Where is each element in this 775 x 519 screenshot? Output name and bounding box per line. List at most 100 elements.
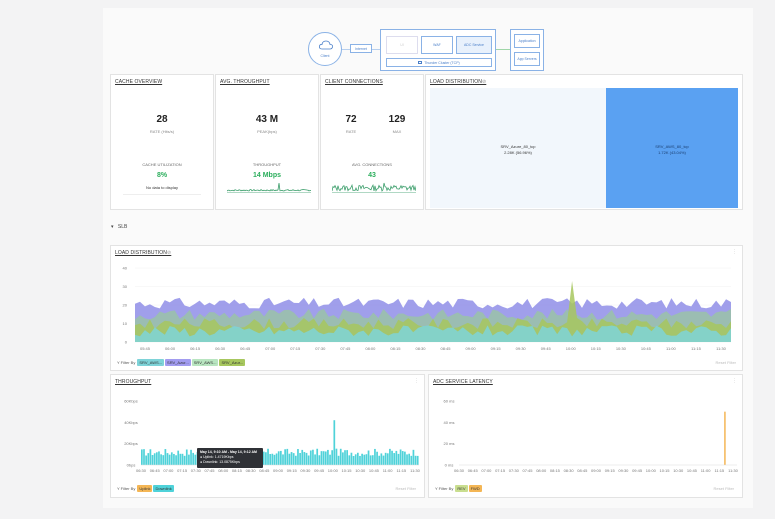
y-tick-label: 30 xyxy=(123,284,128,289)
bar xyxy=(143,449,145,465)
load-chart-card: LOAD DISTRIBUTION⊘ ⋮ 0 10 20 30 40 05:45 06:00… xyxy=(110,245,743,371)
bar xyxy=(271,453,274,465)
y-tick-label: 60 ms xyxy=(444,399,455,404)
x-tick-label: 07:30 xyxy=(315,346,326,351)
bar xyxy=(724,411,726,465)
cache-rate-value: 28 xyxy=(156,114,168,125)
load-chart-title[interactable]: LOAD DISTRIBUTION⊘ xyxy=(115,250,172,256)
waf-node[interactable]: WAF xyxy=(421,36,453,54)
bar xyxy=(382,455,385,465)
client-node[interactable]: Client xyxy=(308,32,342,66)
dashboard: Client Internet UI WAF ADC Service Thund… xyxy=(103,8,753,508)
bar xyxy=(286,448,289,465)
conn-rate-value: 72 xyxy=(345,114,357,125)
bar xyxy=(294,455,297,465)
y-tick-label: 40Kbps xyxy=(124,420,138,425)
bar xyxy=(350,452,353,465)
bar xyxy=(339,448,342,465)
bar xyxy=(288,453,291,465)
more-icon[interactable]: ⋮ xyxy=(732,378,737,384)
cache-overview-card: CACHE OVERVIEW 28 RATE (Hits/s) CACHE UT… xyxy=(110,74,214,210)
adc-service-node[interactable]: ADC Service xyxy=(456,36,492,54)
avg-throughput-title[interactable]: AVG. THROUGHPUT xyxy=(220,79,270,85)
filter-chip-2[interactable]: SRV_Azur... xyxy=(165,359,191,366)
bar xyxy=(359,455,361,465)
bar xyxy=(316,448,319,465)
load-distribution-card: LOAD DISTRIBUTION⊘ SRV_Azure_80_tcp 2.28… xyxy=(425,74,743,210)
internet-node[interactable]: Internet xyxy=(350,44,372,53)
cache-util-value: 8% xyxy=(156,172,168,179)
bar xyxy=(399,449,402,465)
filter-chip-uplink[interactable]: Uplink xyxy=(137,485,153,492)
x-tick-label: 10:00 xyxy=(566,346,577,351)
avg-throughput-value: 43 M xyxy=(255,114,279,125)
x-tick-label: 07:00 xyxy=(265,346,276,351)
filter-chip-rev[interactable]: REV xyxy=(455,485,468,492)
filter-chip-fwd[interactable]: FWD xyxy=(468,485,482,492)
filter-chip-downlink[interactable]: Downlink xyxy=(153,485,174,492)
thunder-cluster-node[interactable]: Thunder Cluster (TCP) xyxy=(386,58,492,67)
client-connections-title[interactable]: CLIENT CONNECTIONS xyxy=(325,79,383,85)
app-servers-node[interactable]: App Servers xyxy=(514,52,540,66)
bar xyxy=(395,450,398,465)
cache-overview-title[interactable]: CACHE OVERVIEW xyxy=(115,79,163,85)
throughput-title[interactable]: THROUGHPUT xyxy=(115,379,152,385)
bar xyxy=(324,451,327,465)
bar xyxy=(183,455,186,465)
bar xyxy=(356,452,359,465)
bar xyxy=(175,455,177,465)
bar xyxy=(307,455,310,465)
treemap-aws-name: SRV_AWS_80_tcp xyxy=(655,144,689,149)
bar xyxy=(173,453,175,465)
more-icon[interactable]: ⋮ xyxy=(414,378,419,384)
faded-node: UI xyxy=(386,36,418,54)
avg-throughput-sub: PEAK(bps) xyxy=(257,129,277,134)
sparkline-path xyxy=(227,182,311,192)
more-icon[interactable]: ⋮ xyxy=(732,249,737,255)
bar xyxy=(386,453,389,465)
tooltip-line-1: May 14, 9:10 AM - May 14, 9:12 AM xyxy=(200,450,257,454)
conn-rate-label: RATE xyxy=(345,129,357,134)
y-tick-label: 40 xyxy=(123,266,128,271)
treemap-block-azure[interactable]: SRV_Azure_80_tcp 2.28K (56.96%) xyxy=(430,88,606,208)
latency-title[interactable]: ADC SERVICE LATENCY xyxy=(433,379,493,385)
client-label: Client xyxy=(320,54,330,58)
bar xyxy=(297,449,299,465)
application-node[interactable]: Application xyxy=(514,34,540,48)
bar xyxy=(277,451,280,465)
bar xyxy=(318,455,321,465)
x-tick-label: 07:15 xyxy=(495,468,506,473)
x-tick-label: 07:30 xyxy=(191,468,202,473)
filter-chip-4[interactable]: SRV_Azur... xyxy=(219,359,246,366)
latency-filter-row: Y Filter By REV FWD xyxy=(435,485,483,492)
bar xyxy=(342,452,344,465)
bar xyxy=(301,449,304,465)
bar xyxy=(164,449,167,465)
bar xyxy=(404,451,406,465)
bar xyxy=(327,449,329,465)
thunder-group: UI WAF ADC Service Thunder Cluster (TCP) xyxy=(380,29,496,71)
filter-chip-3[interactable]: SRV_AWS... xyxy=(191,359,219,366)
load-reset-filter[interactable]: Reset Filter xyxy=(715,360,736,365)
treemap-block-aws[interactable]: SRV_AWS_80_tcp 1.72K (43.04%) xyxy=(606,88,738,208)
x-tick-label: 09:15 xyxy=(491,346,502,351)
filter-label: Filter By xyxy=(438,486,454,491)
load-distribution-title[interactable]: LOAD DISTRIBUTION⊘ xyxy=(430,79,487,85)
series-area-4 xyxy=(135,325,731,342)
y-tick-label: 0bps xyxy=(127,463,136,468)
bar xyxy=(333,420,336,465)
slb-section-header[interactable]: ▾ SLB xyxy=(111,224,127,230)
bar xyxy=(269,454,272,465)
bar xyxy=(153,453,156,465)
x-tick-label: 08:00 xyxy=(536,468,547,473)
bar xyxy=(322,451,325,465)
filter-chip-1[interactable]: SRV_AWS... xyxy=(137,359,165,366)
x-tick-label: 10:30 xyxy=(616,346,627,351)
throughput-reset-filter[interactable]: Reset Filter xyxy=(395,486,416,491)
x-tick-label: 08:00 xyxy=(218,468,229,473)
latency-reset-filter[interactable]: Reset Filter xyxy=(713,486,734,491)
x-tick-label: 09:15 xyxy=(287,468,298,473)
bar xyxy=(365,454,368,465)
cache-nodata: No data to display xyxy=(145,185,179,190)
